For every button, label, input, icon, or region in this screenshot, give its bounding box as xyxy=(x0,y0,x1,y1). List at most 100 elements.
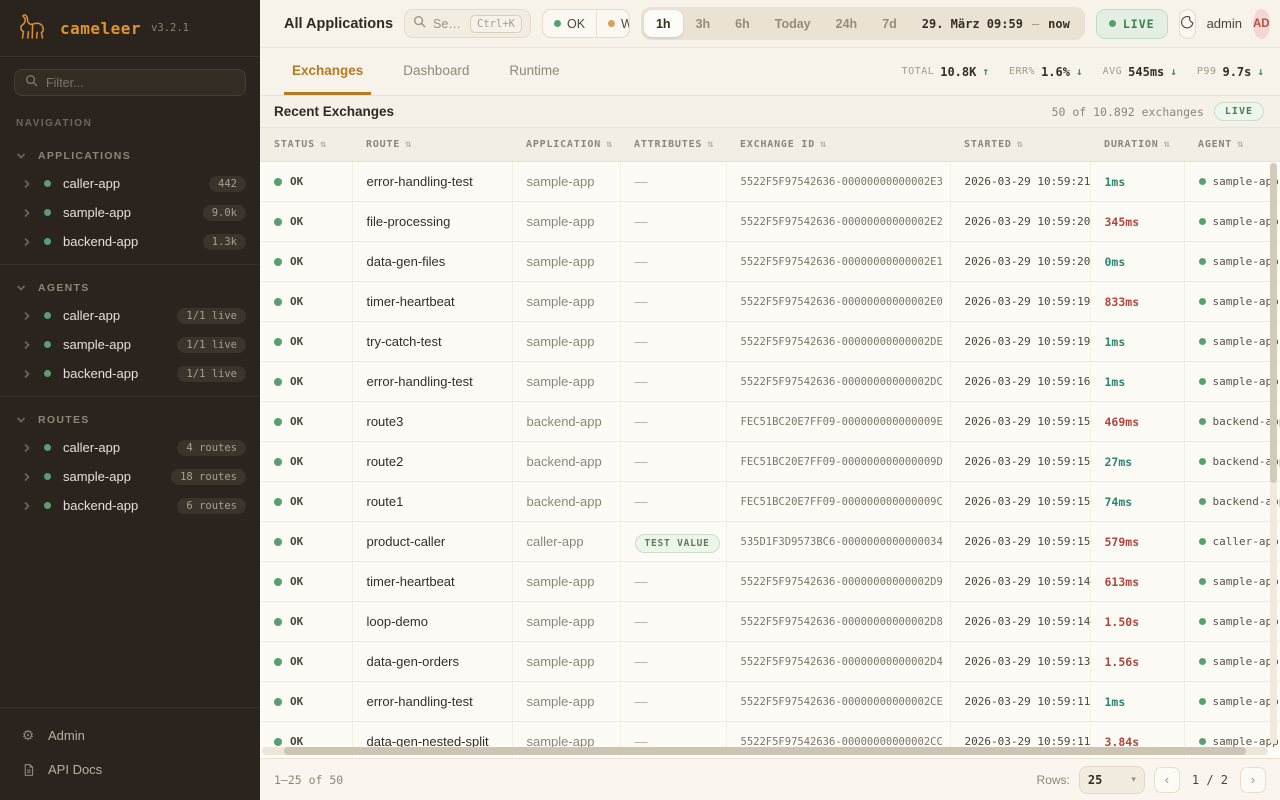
agent-dot-icon xyxy=(1198,538,1206,545)
sidebar-item-backend-app[interactable]: backend-app 6 routes xyxy=(0,491,260,520)
horizontal-scrollbar[interactable] xyxy=(262,747,1268,755)
table-row[interactable]: OK route1 backend-app — FEC51BC20E7FF09-… xyxy=(260,481,1280,522)
sidebar-filter[interactable] xyxy=(14,69,246,96)
exchange-id-cell: 5522F5F97542636-00000000000002E1 xyxy=(725,241,950,282)
vertical-scrollbar-thumb[interactable] xyxy=(1270,163,1277,483)
ok-dot-icon xyxy=(274,297,282,306)
table-row[interactable]: OK error-handling-test sample-app — 5522… xyxy=(260,161,1280,202)
date-range-display[interactable]: 29. März 09:59 — now xyxy=(910,17,1082,31)
column-header[interactable]: EXCHANGE ID ⇅ xyxy=(726,127,950,162)
agent-name: sample-app-1 xyxy=(1212,295,1280,308)
filter-input[interactable] xyxy=(46,75,235,90)
time-range-button[interactable]: 1h xyxy=(643,10,683,37)
sidebar-section-header[interactable]: AGENTS xyxy=(0,275,260,301)
column-header[interactable]: APPLICATION ⇅ xyxy=(512,127,620,162)
chevron-right-icon xyxy=(22,472,32,482)
column-header[interactable]: ATTRIBUTES ⇅ xyxy=(620,127,726,162)
sidebar-item-caller-app[interactable]: caller-app 4 routes xyxy=(0,433,260,462)
sidebar-item-backend-app[interactable]: backend-app 1.3k xyxy=(0,227,260,256)
sidebar-item-sample-app[interactable]: sample-app 1/1 live xyxy=(0,330,260,359)
tab-exchanges[interactable]: Exchanges xyxy=(284,48,372,95)
global-search[interactable]: Ctrl+K xyxy=(404,9,531,38)
sidebar-item-api-docs[interactable]: API Docs xyxy=(16,753,244,786)
sidebar-section-header[interactable]: ROUTES xyxy=(0,407,260,433)
tab-dashboard[interactable]: Dashboard xyxy=(403,62,470,78)
column-header[interactable]: STATUS ⇅ xyxy=(260,127,352,162)
sidebar-item-badge: 6 routes xyxy=(177,497,246,514)
avatar[interactable]: AD xyxy=(1252,8,1270,39)
user-name: admin xyxy=(1206,16,1242,31)
attributes-cell: — xyxy=(619,681,726,722)
status-filter-button[interactable]: Wa xyxy=(596,10,629,37)
table-row[interactable]: OK timer-heartbeat sample-app — 5522F5F9… xyxy=(260,281,1280,322)
column-header[interactable]: DURATION ⇅ xyxy=(1090,127,1184,162)
started-cell: 2026-03-29 10:59:14 xyxy=(949,601,1090,642)
time-range-button[interactable]: 7d xyxy=(870,10,909,37)
route-cell: data-gen-files xyxy=(351,241,512,282)
table-row[interactable]: OK try-catch-test sample-app — 5522F5F97… xyxy=(260,321,1280,362)
trend-arrow-icon: ↓ xyxy=(1257,65,1264,78)
vertical-scrollbar[interactable] xyxy=(1270,163,1277,744)
application-cell: sample-app xyxy=(511,241,620,282)
sidebar-section-header[interactable]: APPLICATIONS xyxy=(0,143,260,169)
started-cell: 2026-03-29 10:59:14 xyxy=(949,561,1090,602)
next-page-button[interactable]: › xyxy=(1240,766,1266,793)
sidebar-footer: ⚙ Admin API Docs xyxy=(0,707,260,800)
exchange-id-cell: 5522F5F97542636-00000000000002CE xyxy=(725,681,950,722)
column-header[interactable]: STARTED ⇅ xyxy=(950,127,1090,162)
table-row[interactable]: OK route2 backend-app — FEC51BC20E7FF09-… xyxy=(260,441,1280,482)
table-row[interactable]: OK route3 backend-app — FEC51BC20E7FF09-… xyxy=(260,401,1280,442)
status-text: OK xyxy=(290,495,304,508)
table-row[interactable]: OK product-caller caller-app TEST VALUE … xyxy=(260,521,1280,562)
table-row[interactable]: OK error-handling-test sample-app — 5522… xyxy=(260,681,1280,722)
sidebar-item-badge: 442 xyxy=(209,175,246,192)
table-row[interactable]: OK timer-heartbeat sample-app — 5522F5F9… xyxy=(260,561,1280,602)
table-row[interactable]: OK data-gen-orders sample-app — 5522F5F9… xyxy=(260,641,1280,682)
rows-per-page-select[interactable]: 25 ▾ xyxy=(1078,765,1145,794)
application-cell: sample-app xyxy=(511,641,620,682)
sidebar-item-badge: 1/1 live xyxy=(177,336,246,353)
search-input[interactable] xyxy=(433,16,464,31)
status-text: OK xyxy=(290,175,304,188)
column-header[interactable]: AGENT ⇅ xyxy=(1184,127,1280,162)
duration-cell: 1ms xyxy=(1089,161,1184,202)
sort-icon: ⇅ xyxy=(1016,139,1024,150)
stat-label: ERR% xyxy=(1008,66,1036,77)
status-dot-icon xyxy=(44,370,51,377)
table-row[interactable]: OK error-handling-test sample-app — 5522… xyxy=(260,361,1280,402)
attributes-cell: — xyxy=(619,361,726,402)
duration-cell: 1ms xyxy=(1089,681,1184,722)
sidebar-item-admin[interactable]: ⚙ Admin xyxy=(16,718,244,753)
sidebar-item-label: backend-app xyxy=(63,498,139,513)
dark-mode-toggle[interactable] xyxy=(1178,8,1196,39)
live-toggle-button[interactable]: LIVE xyxy=(1095,8,1168,39)
sidebar-item-sample-app[interactable]: sample-app 9.0k xyxy=(0,198,260,227)
exchange-id-cell: 5522F5F97542636-00000000000002DC xyxy=(725,361,950,402)
time-range-button[interactable]: 3h xyxy=(684,10,723,37)
route-cell: try-catch-test xyxy=(351,321,512,362)
page-indicator: 1 / 2 xyxy=(1191,772,1228,787)
sidebar-item-sample-app[interactable]: sample-app 18 routes xyxy=(0,462,260,491)
attributes-cell: — xyxy=(619,561,726,602)
sidebar-item-caller-app[interactable]: caller-app 442 xyxy=(0,169,260,198)
time-range-button[interactable]: 6h xyxy=(723,10,762,37)
tab-runtime[interactable]: Runtime xyxy=(509,62,560,78)
horizontal-scrollbar-thumb[interactable] xyxy=(284,747,1246,755)
application-cell: sample-app xyxy=(511,161,620,202)
sidebar-item-badge: 9.0k xyxy=(202,204,246,221)
ok-dot-icon xyxy=(274,697,282,706)
application-cell: sample-app xyxy=(511,561,620,602)
time-range-button[interactable]: 24h xyxy=(824,10,870,37)
sidebar-item-backend-app[interactable]: backend-app 1/1 live xyxy=(0,359,260,388)
time-range-button[interactable]: Today xyxy=(763,10,823,37)
prev-page-button[interactable]: ‹ xyxy=(1153,766,1180,793)
duration-cell: 469ms xyxy=(1089,401,1184,442)
status-filter-button[interactable]: OK xyxy=(543,10,596,37)
route-cell: route3 xyxy=(351,401,512,442)
column-header[interactable]: ROUTE ⇅ xyxy=(352,127,512,162)
table-row[interactable]: OK file-processing sample-app — 5522F5F9… xyxy=(260,201,1280,242)
table-row[interactable]: OK data-gen-files sample-app — 5522F5F97… xyxy=(260,241,1280,282)
table-row[interactable]: OK loop-demo sample-app — 5522F5F9754263… xyxy=(260,601,1280,642)
sidebar-item-caller-app[interactable]: caller-app 1/1 live xyxy=(0,301,260,330)
agent-dot-icon xyxy=(1198,218,1206,225)
